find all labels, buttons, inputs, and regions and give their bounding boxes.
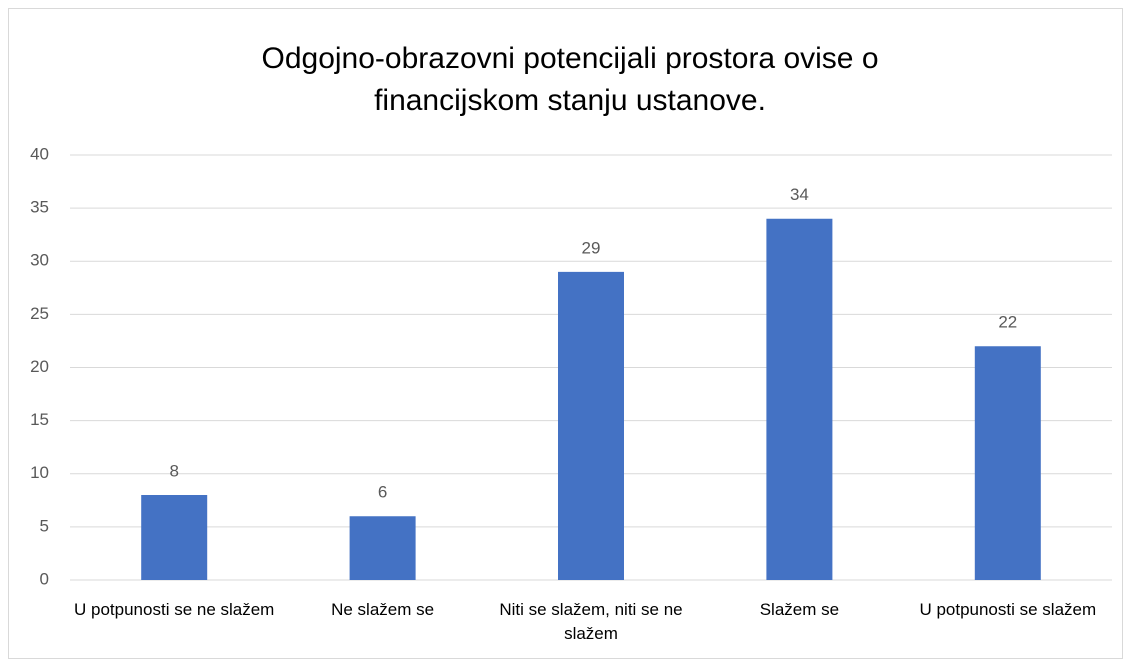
x-tick-label: Slažem se [759,600,840,619]
x-tick-label: Niti se slažem, niti se ne slažem [499,600,683,643]
data-label: 6 [378,483,387,502]
y-tick-label: 20 [30,357,49,376]
data-label: 29 [582,238,601,257]
bar [141,495,208,580]
y-tick-label: 15 [30,410,49,429]
y-tick-label: 10 [30,463,49,482]
data-label: 22 [998,313,1017,332]
x-tick-label: Ne slažem se [331,600,435,619]
bar [349,516,416,580]
y-tick-label: 25 [30,304,49,323]
x-tick-label: U potpunosti se ne slažem [74,600,275,619]
y-tick-label: 0 [40,569,49,588]
bar [558,271,624,580]
y-tick-label: 40 [30,144,49,163]
data-label: 8 [169,461,178,480]
x-tick-label: U potpunosti se slažem [919,600,1097,619]
y-tick-label: 5 [40,516,49,535]
data-label: 34 [790,185,809,204]
chart-title: Odgojno-obrazovni potencijali prostora o… [261,42,879,117]
bar [766,218,833,580]
bar [974,346,1041,580]
y-tick-label: 30 [30,251,49,270]
y-tick-label: 35 [30,198,49,217]
